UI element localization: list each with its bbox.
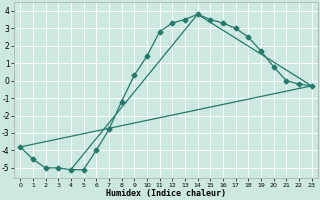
X-axis label: Humidex (Indice chaleur): Humidex (Indice chaleur) <box>106 189 226 198</box>
